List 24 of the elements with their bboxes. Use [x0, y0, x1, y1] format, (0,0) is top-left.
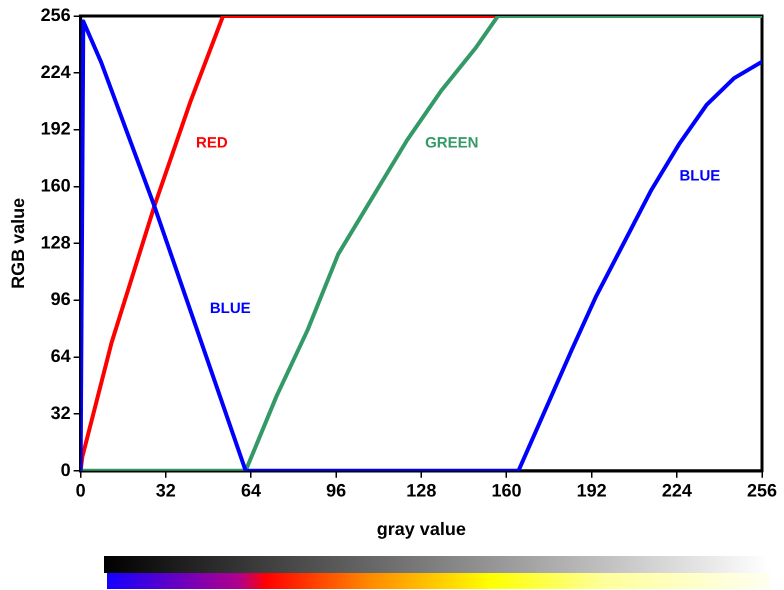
series-label: BLUE — [210, 300, 251, 318]
y-axis-title: RGB value — [8, 198, 28, 289]
x-tick-label: 96 — [326, 480, 346, 501]
x-tick-label: 64 — [240, 480, 261, 501]
x-tick-label: 128 — [406, 480, 436, 501]
y-tick-label: 224 — [40, 62, 71, 82]
x-tick-label: 0 — [76, 480, 86, 501]
series-label: GREEN — [425, 134, 478, 152]
x-tick-label: 160 — [491, 480, 522, 501]
x-axis-title: gray value — [376, 519, 466, 540]
y-tick-label: 256 — [40, 4, 71, 25]
x-tick-label: 32 — [156, 480, 176, 501]
y-tick-label: 32 — [50, 402, 71, 423]
y-tick-label: 160 — [40, 176, 71, 196]
y-tick-label: 0 — [60, 460, 71, 480]
x-tick-label: 224 — [662, 480, 692, 501]
y-tick-label: 128 — [40, 232, 71, 252]
y-tick-label: 64 — [50, 346, 71, 366]
series-label: RED — [196, 134, 228, 152]
x-tick-label: 256 — [746, 480, 778, 501]
y-tick-label: 96 — [50, 289, 71, 310]
y-tick-label: 192 — [40, 118, 71, 139]
series-label: BLUE — [679, 168, 720, 185]
x-tick-label: 192 — [576, 480, 607, 501]
